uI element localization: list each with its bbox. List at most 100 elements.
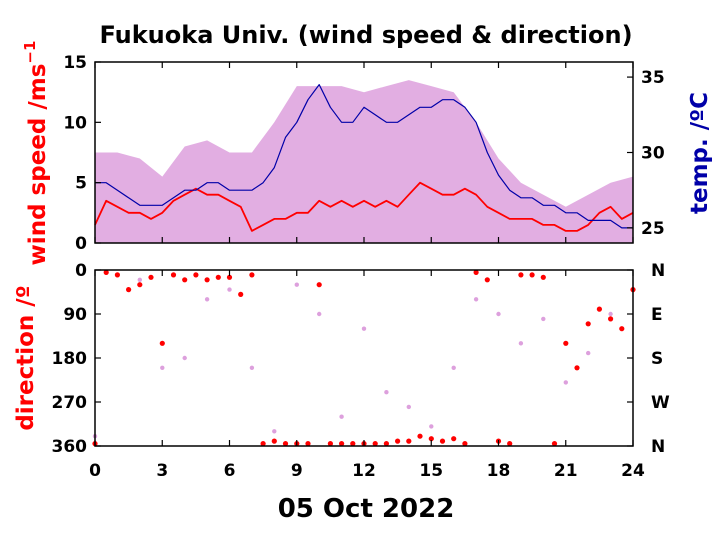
direction-mean-point	[395, 438, 401, 444]
direction-max-point	[317, 311, 322, 317]
direction-mean-point	[596, 306, 603, 312]
direction-mean-point	[148, 274, 154, 280]
direction-mean-point	[619, 326, 625, 332]
direction-mean-point	[182, 277, 188, 283]
direction-max-point	[541, 316, 546, 322]
direction-max-point	[294, 282, 299, 287]
direction-max-point	[563, 380, 568, 385]
compass-tick-label: N	[651, 261, 665, 281]
x-axis-label: 05 Oct 2022	[278, 494, 455, 524]
wind-speed-plot-area	[94, 80, 634, 243]
direction-mean-point	[439, 438, 446, 444]
direction-max-point	[473, 297, 479, 302]
x-tick-label: 21	[554, 461, 578, 481]
direction-mean-point	[540, 274, 546, 280]
direction-max-point	[451, 365, 456, 370]
direction-mean-point	[473, 269, 479, 275]
direction-mean-point	[114, 272, 120, 278]
x-tick-label: 18	[487, 461, 511, 481]
direction-max-point	[384, 390, 389, 395]
direction-mean-point	[372, 441, 378, 447]
direction-mean-point	[327, 441, 333, 447]
wind-mean-series-line	[94, 181, 634, 232]
direction-mean-point	[226, 274, 233, 280]
direction-tick-label: 90	[63, 305, 87, 325]
wind-speed-tick-label: 0	[75, 234, 87, 254]
chart-title: Fukuoka Univ. (wind speed & direction)	[99, 21, 632, 49]
direction-mean-point	[563, 340, 569, 346]
direction-mean-point	[316, 282, 322, 288]
direction-mean-point	[204, 277, 210, 283]
direction-mean-point	[383, 441, 389, 447]
x-tick-label: 6	[224, 461, 236, 481]
x-tick-label: 12	[352, 461, 376, 481]
direction-mean-point	[260, 441, 266, 447]
direction-max-point	[160, 365, 165, 370]
x-tick-label: 9	[291, 461, 303, 481]
direction-mean-point	[170, 272, 177, 278]
direction-max-point	[586, 350, 591, 356]
wind-max-series-band	[95, 80, 633, 243]
axes-group: 0 3 6 9 12 15 18 21 24 0 5 10 15 25 30 35 0 90 180 270 360 N E…	[52, 53, 671, 481]
direction-mean-point	[484, 277, 490, 283]
compass-tick-label: N	[651, 437, 665, 457]
x-tick-label: 24	[621, 461, 645, 481]
direction-max-point	[137, 277, 142, 282]
temperature-tick-label: 30	[641, 144, 665, 164]
direction-mean-point	[238, 291, 244, 297]
direction-mean-point	[451, 436, 457, 442]
direction-mean-point	[507, 441, 513, 447]
wind-speed-axis-label: wind speed /ms−1	[21, 41, 51, 266]
direction-mean-point	[271, 438, 277, 444]
direction-mean-point	[159, 340, 165, 346]
direction-mean-point	[305, 441, 311, 447]
wind-speed-tick-label: 10	[63, 113, 87, 133]
direction-max-point	[204, 297, 210, 302]
top-plot-frame	[94, 61, 634, 244]
wind-speed-tick-label: 15	[63, 53, 87, 73]
direction-mean-point	[193, 272, 199, 278]
direction-tick-label: 0	[75, 261, 87, 281]
direction-max-point	[406, 404, 411, 410]
direction-mean-point	[350, 441, 356, 447]
temperature-tick-label: 25	[641, 219, 665, 239]
direction-max-point	[608, 311, 613, 317]
direction-max-point	[518, 341, 524, 346]
direction-mean-point	[551, 441, 558, 447]
direction-max-point	[272, 429, 277, 434]
direction-mean-point	[529, 272, 535, 278]
direction-tick-label: 360	[52, 437, 88, 457]
direction-mean-point	[462, 441, 468, 447]
x-tick-label: 3	[156, 461, 168, 481]
direction-mean-point	[249, 272, 255, 278]
x-tick-label: 15	[419, 461, 443, 481]
direction-axis-label: direction /º	[13, 285, 39, 430]
bottom-plot-frame	[94, 269, 634, 447]
direction-mean-point	[417, 433, 423, 439]
direction-tick-label: 180	[52, 349, 88, 369]
direction-max-point	[496, 311, 501, 317]
compass-tick-label: E	[651, 305, 663, 325]
direction-max-point	[227, 287, 232, 292]
x-tick-label: 0	[89, 461, 101, 481]
direction-mean-point	[608, 316, 614, 322]
direction-mean-point	[215, 274, 221, 280]
direction-mean-point	[103, 269, 109, 275]
direction-max-point	[429, 424, 434, 429]
direction-mean-point	[126, 287, 132, 293]
direction-mean-point	[518, 272, 524, 278]
temperature-series-line	[95, 83, 633, 229]
direction-mean-point	[282, 441, 289, 447]
compass-tick-label: W	[651, 393, 670, 413]
direction-mean-point	[585, 321, 591, 327]
temperature-axis-label: temp. /ºC	[687, 92, 713, 214]
compass-tick-label: S	[651, 349, 663, 369]
direction-max-point	[249, 365, 255, 370]
direction-mean-point	[406, 438, 412, 444]
temperature-tick-label: 35	[641, 68, 665, 88]
direction-max-point	[339, 414, 344, 419]
wind-speed-axis-label-text: wind speed /ms	[25, 64, 51, 266]
